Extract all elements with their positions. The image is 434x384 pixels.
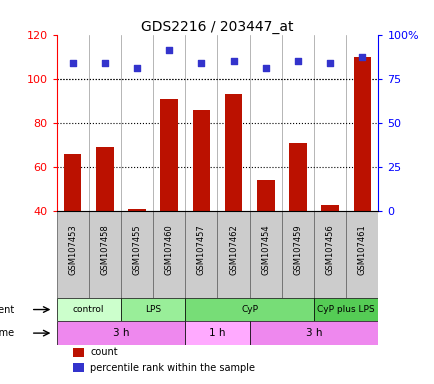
Text: percentile rank within the sample: percentile rank within the sample: [90, 363, 255, 373]
Bar: [281, 211, 313, 298]
Text: GSM107457: GSM107457: [197, 224, 205, 275]
Point: [69, 60, 76, 66]
Bar: [56, 298, 121, 321]
Text: 3 h: 3 h: [112, 328, 129, 338]
Text: agent: agent: [0, 305, 15, 314]
Bar: [345, 211, 378, 298]
Bar: [224, 94, 242, 211]
Bar: [217, 211, 249, 298]
Bar: [96, 147, 113, 211]
Text: control: control: [73, 305, 104, 314]
Text: GSM107461: GSM107461: [357, 224, 366, 275]
Text: GSM107460: GSM107460: [164, 224, 173, 275]
Text: CyP plus LPS: CyP plus LPS: [317, 305, 374, 314]
Bar: [313, 211, 345, 298]
Title: GDS2216 / 203447_at: GDS2216 / 203447_at: [141, 20, 293, 33]
Point: [230, 58, 237, 64]
Bar: [72, 363, 84, 372]
Bar: [353, 57, 370, 211]
Bar: [256, 180, 274, 211]
Text: GSM107455: GSM107455: [132, 224, 141, 275]
Text: GSM107456: GSM107456: [325, 224, 334, 275]
Point: [101, 60, 108, 66]
Text: time: time: [0, 328, 15, 338]
Bar: [89, 211, 121, 298]
Text: GSM107458: GSM107458: [100, 224, 109, 275]
Bar: [185, 298, 313, 321]
Bar: [160, 99, 178, 211]
Point: [358, 54, 365, 60]
Bar: [313, 298, 378, 321]
Text: GSM107454: GSM107454: [261, 224, 270, 275]
Bar: [289, 143, 306, 211]
Point: [326, 60, 333, 66]
Text: 3 h: 3 h: [305, 328, 322, 338]
Point: [294, 58, 301, 64]
Bar: [185, 211, 217, 298]
Bar: [128, 209, 145, 211]
Point: [197, 60, 204, 66]
Bar: [185, 321, 249, 345]
Text: GSM107459: GSM107459: [293, 224, 302, 275]
Bar: [249, 321, 378, 345]
Bar: [121, 211, 153, 298]
Bar: [121, 298, 185, 321]
Bar: [321, 205, 338, 211]
Bar: [56, 321, 185, 345]
Text: CyP: CyP: [240, 305, 258, 314]
Bar: [64, 154, 81, 211]
Point: [133, 65, 140, 71]
Text: GSM107462: GSM107462: [229, 224, 237, 275]
Text: LPS: LPS: [145, 305, 161, 314]
Bar: [192, 110, 210, 211]
Text: 1 h: 1 h: [209, 328, 225, 338]
Bar: [56, 211, 89, 298]
Point: [165, 47, 172, 53]
Bar: [249, 211, 281, 298]
Point: [262, 65, 269, 71]
Text: GSM107453: GSM107453: [68, 224, 77, 275]
Bar: [153, 211, 185, 298]
Text: count: count: [90, 347, 118, 357]
Bar: [72, 348, 84, 356]
